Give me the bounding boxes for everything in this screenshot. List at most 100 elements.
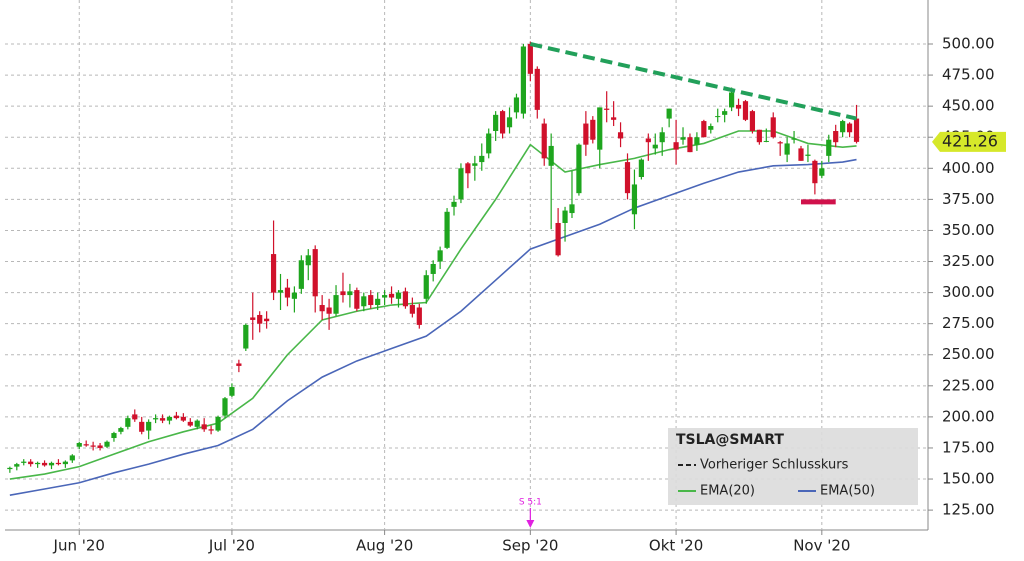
candle-body bbox=[569, 204, 575, 214]
candle-body bbox=[187, 421, 193, 426]
candle-body bbox=[173, 415, 180, 419]
candle-body bbox=[264, 318, 270, 322]
candle-body bbox=[465, 163, 471, 174]
candle-body bbox=[55, 462, 62, 465]
candle-body bbox=[326, 307, 332, 314]
candle-body bbox=[222, 398, 228, 416]
y-tick-label: 175.00 bbox=[942, 438, 995, 456]
x-tick-label: Jul '20 bbox=[208, 537, 255, 555]
candle-body bbox=[798, 148, 804, 161]
candle-body bbox=[631, 184, 638, 215]
candle-body bbox=[451, 201, 457, 207]
candle-body bbox=[312, 249, 318, 297]
candle-body bbox=[62, 461, 68, 465]
candle-body bbox=[534, 68, 540, 110]
y-tick-label: 275.00 bbox=[942, 314, 995, 332]
candle-body bbox=[853, 118, 860, 142]
legend-title: TSLA@SMART bbox=[676, 432, 784, 448]
candle-body bbox=[395, 292, 402, 299]
candle-body bbox=[97, 445, 103, 448]
candle-body bbox=[604, 108, 610, 110]
candle-body bbox=[340, 291, 346, 296]
y-tick-label: 375.00 bbox=[942, 190, 995, 208]
candle-body bbox=[763, 140, 769, 142]
candle-body bbox=[118, 428, 124, 432]
candle-body bbox=[152, 418, 159, 420]
candle-body bbox=[277, 290, 284, 293]
y-tick-label: 450.00 bbox=[942, 97, 995, 115]
legend-box bbox=[668, 428, 918, 505]
candle-body bbox=[833, 131, 839, 143]
candle-body bbox=[562, 210, 568, 223]
candle-body bbox=[777, 142, 783, 144]
legend-label: EMA(50) bbox=[820, 484, 875, 499]
candle-body bbox=[583, 123, 589, 145]
candle-body bbox=[749, 111, 756, 132]
ema-line bbox=[9, 158, 857, 496]
candle-body bbox=[541, 123, 547, 159]
legend-label: EMA(20) bbox=[700, 484, 755, 499]
candle-body bbox=[41, 462, 48, 466]
candle-body bbox=[708, 126, 714, 130]
candle-body bbox=[243, 324, 249, 349]
candle-body bbox=[159, 418, 166, 421]
candle-body bbox=[659, 132, 665, 143]
candle-body bbox=[520, 46, 527, 114]
candle-body bbox=[701, 121, 707, 138]
candle-body bbox=[423, 275, 429, 299]
candle-body bbox=[722, 111, 728, 115]
candle-body bbox=[791, 138, 797, 140]
last-price-label: 421.26 bbox=[942, 131, 998, 150]
candle-body bbox=[486, 133, 492, 154]
candle-body bbox=[784, 143, 790, 155]
x-tick-label: Aug '20 bbox=[356, 537, 413, 555]
candle-body bbox=[666, 108, 672, 119]
candle-body bbox=[826, 139, 832, 156]
candle-body bbox=[201, 424, 207, 430]
candle-body bbox=[166, 416, 173, 421]
candle-body bbox=[111, 433, 117, 439]
candle-body bbox=[180, 416, 186, 421]
candle-body bbox=[638, 159, 644, 177]
candle-body bbox=[83, 444, 89, 446]
candle-body bbox=[479, 155, 485, 163]
candle-body bbox=[347, 291, 353, 296]
candle-body bbox=[645, 138, 651, 143]
candle-body bbox=[257, 314, 263, 324]
candle-body bbox=[652, 144, 658, 149]
candle-body bbox=[527, 44, 533, 74]
candle-body bbox=[805, 154, 811, 156]
annotation-arrowhead bbox=[526, 520, 535, 528]
candle-body bbox=[756, 129, 762, 143]
candle-body bbox=[458, 168, 464, 200]
candle-body bbox=[416, 307, 422, 325]
candle-body bbox=[14, 464, 20, 467]
candle-body bbox=[735, 104, 742, 109]
candle-body bbox=[48, 462, 55, 466]
candle-body bbox=[125, 418, 131, 427]
legend-label: Vorheriger Schlusskurs bbox=[700, 458, 849, 473]
candle-body bbox=[548, 145, 554, 166]
annotation-label: S 5:1 bbox=[519, 498, 542, 508]
y-tick-label: 125.00 bbox=[942, 501, 995, 519]
candle-body bbox=[819, 168, 825, 176]
y-tick-label: 350.00 bbox=[942, 221, 995, 239]
candle-body bbox=[812, 160, 818, 184]
trendline bbox=[529, 42, 857, 121]
candle-body bbox=[409, 305, 415, 314]
candle-body bbox=[840, 121, 846, 133]
candle-body bbox=[388, 293, 395, 298]
candle-body bbox=[590, 119, 596, 140]
candle-body bbox=[499, 111, 506, 134]
candle-body bbox=[437, 250, 443, 262]
ema-line bbox=[9, 130, 857, 480]
candle-body bbox=[215, 416, 221, 431]
candle-body bbox=[361, 296, 367, 307]
last-price-tag bbox=[932, 131, 1006, 152]
x-tick-label: Nov '20 bbox=[793, 537, 850, 555]
candle-body bbox=[673, 142, 679, 150]
y-tick-label: 300.00 bbox=[942, 283, 995, 301]
y-tick-label: 250.00 bbox=[942, 345, 995, 363]
candle-body bbox=[680, 137, 686, 140]
